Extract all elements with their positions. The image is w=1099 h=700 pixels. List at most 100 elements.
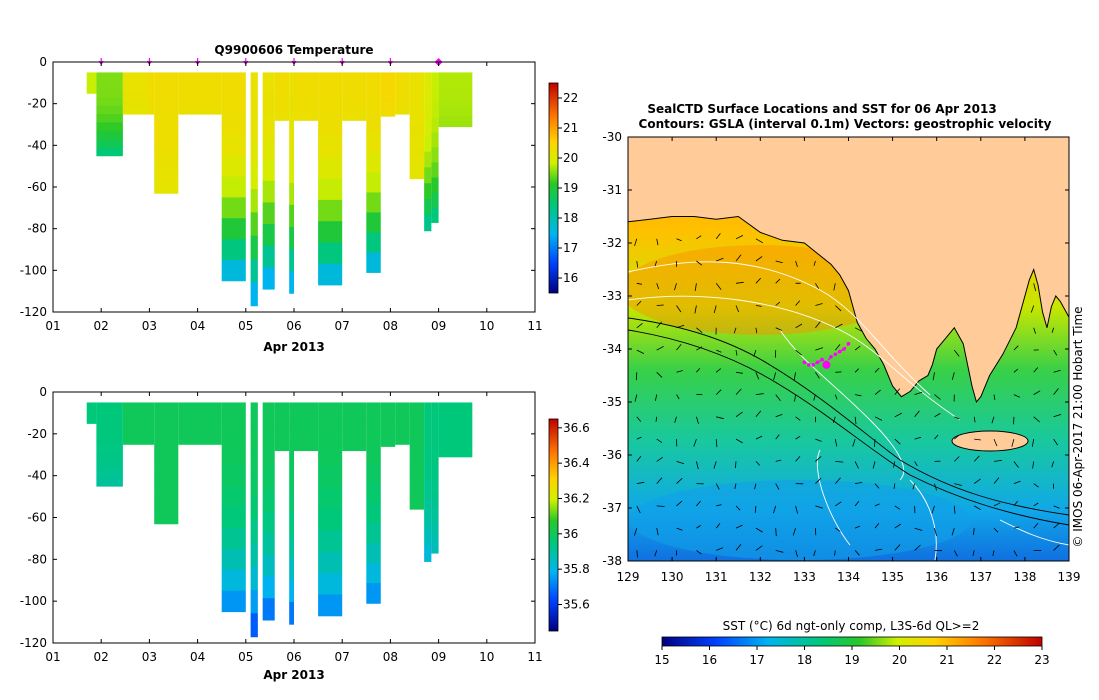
profile-cell [146,431,155,437]
x-tick-label: 11 [527,319,542,333]
colorbar-tick-label: 20 [563,151,578,165]
velocity-vector [854,327,862,332]
velocity-vector [972,550,975,556]
temperature-panel: Q9900606 Temperature 01 02 03 04 05 06 07 08 09 1… [20,43,579,354]
profile-cell [146,402,155,408]
profile-cell [318,594,343,617]
profile-cell [318,72,343,95]
profile-cell [274,416,290,423]
profile-cell [424,214,432,232]
velocity-vector [755,410,762,418]
profile-cell [274,105,290,112]
velocity-vector [914,527,923,531]
velocity-vector [636,436,642,440]
velocity-vector [635,372,638,381]
velocity-vector [954,435,959,440]
temperature-title: Q9900606 Temperature [214,43,373,57]
profile-cell [122,415,147,420]
profile-cell [409,83,425,95]
map-y-tick-label: -38 [602,554,622,568]
profile-column [289,402,294,625]
sst-colorbar-tick-label: 20 [892,653,907,667]
profile-cell [342,77,367,83]
velocity-vector [694,305,697,314]
velocity-vector [1053,438,1059,446]
profile-cell [221,197,246,219]
sst-colorbar-tick-label: 23 [1034,653,1049,667]
profile-cell [424,119,432,137]
velocity-vector [1033,367,1039,373]
profile-cell [342,91,367,97]
profile-cell [250,282,258,307]
deep-contour [628,329,1069,526]
profile-cell [395,431,410,437]
profile-cell [146,419,155,424]
profile-cell [250,119,258,143]
velocity-vector [795,435,801,440]
profile-cell [154,72,179,85]
profile-cell [274,412,290,418]
profile-cell [262,267,275,290]
velocity-vector [951,372,955,380]
velocity-vector [735,371,743,374]
profile-cell [289,557,294,581]
colorbar-tick-label: 16 [563,271,578,285]
profile-cell [395,440,410,445]
profile-cell [178,419,222,424]
velocity-vector [914,544,921,551]
profile-cell [154,108,179,122]
y-tick-label: 0 [39,385,47,399]
velocity-vector [656,321,663,329]
profile-cell [294,426,319,432]
profile-cell [342,445,367,452]
profile-cell [96,477,123,487]
bathymetry-contours [628,317,1069,526]
profile-cell [366,422,381,444]
profile-cell [294,101,319,107]
profile-column [294,402,319,452]
colorbar-tick-label: 36.2 [563,492,590,506]
profile-cell [122,410,147,416]
profile-cell [221,444,246,466]
velocity-vector [735,461,737,469]
profile-cell [274,82,290,88]
velocity-vector [815,456,822,462]
velocity-vector [775,394,781,402]
profile-cell [289,535,294,559]
profile-cell [96,469,123,479]
profile-cell [250,425,258,450]
velocity-vector [716,504,722,507]
velocity-vector [735,438,743,444]
profile-cell [395,97,410,103]
profile-cell [178,93,222,98]
profile-cell [96,80,123,90]
profile-cell [154,96,179,110]
profile-column [431,72,439,223]
map-title-line1: SealCTD Surface Locations and SST for 06… [647,102,996,116]
profile-cell [250,449,258,474]
profile-cell [366,563,381,584]
velocity-vector [1013,368,1019,373]
profile-column [96,402,123,487]
profile-cell [294,110,319,117]
profile-cell [380,103,396,108]
velocity-vector [656,283,660,290]
velocity-vector [634,394,638,402]
velocity-vector [775,278,781,284]
velocity-vector [715,483,720,490]
profile-cell [294,407,319,413]
profile-cell [86,78,97,82]
profile-column [221,402,246,613]
x-tick-label: 10 [479,650,494,664]
profile-cell [154,463,179,476]
y-tick-label: -20 [27,97,47,111]
colorbar-tick-label: 19 [563,181,578,195]
profile-cell [395,101,410,107]
temperature-colorbar-ticks: 22 21 20 19 18 17 16 [558,91,578,285]
velocity-vector [854,525,861,529]
velocity-vector [755,372,760,380]
profile-cell [289,94,294,118]
profile-cell [395,105,410,111]
profile-cell [431,492,439,509]
